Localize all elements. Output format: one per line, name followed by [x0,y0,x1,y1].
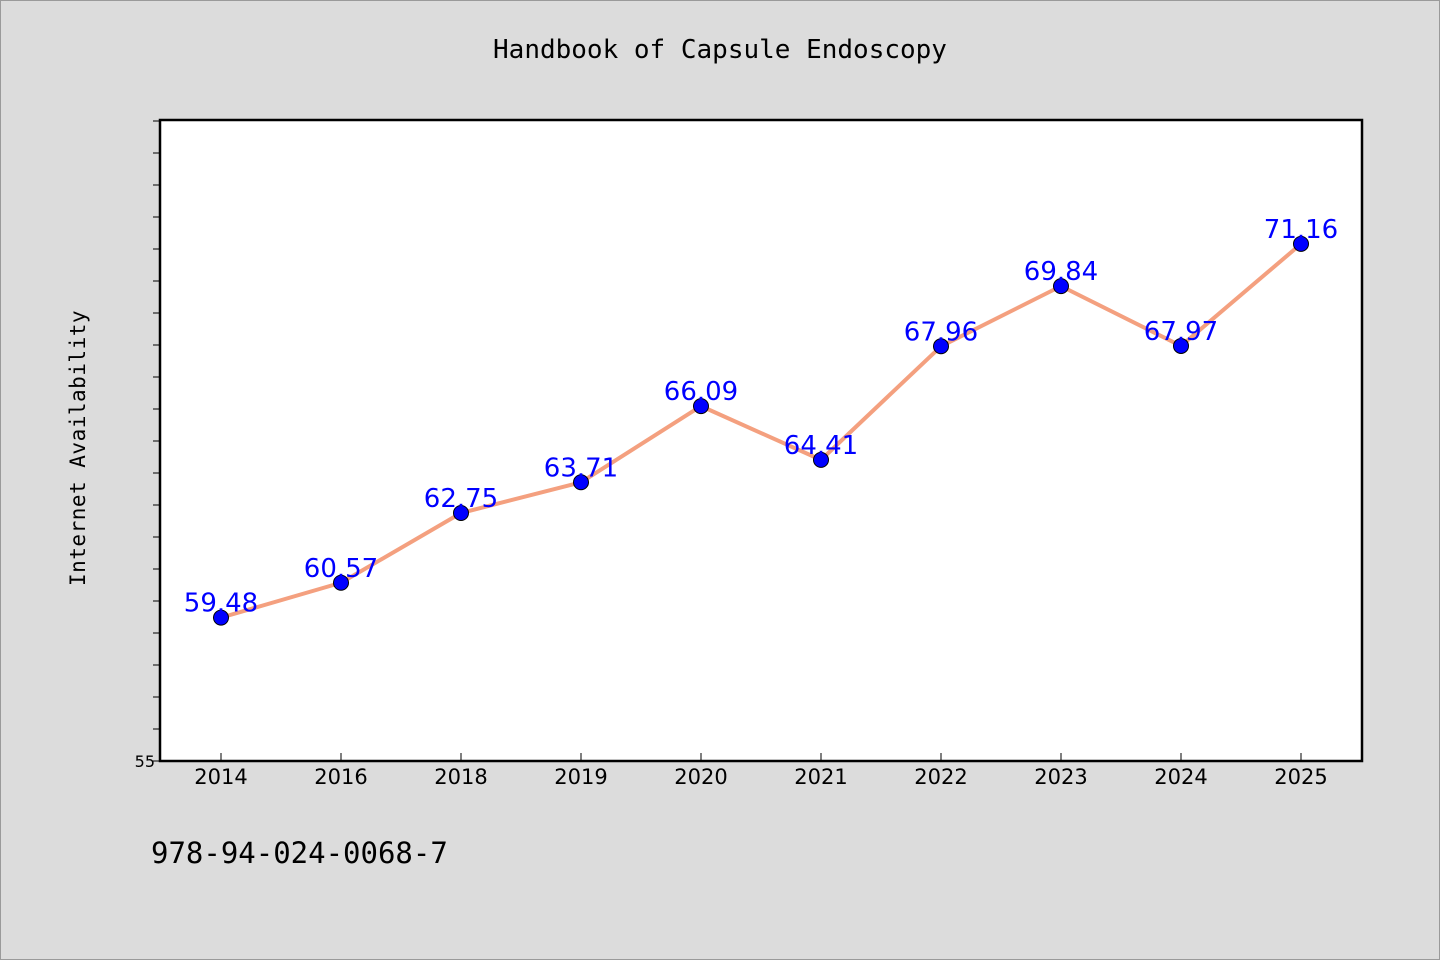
y-axis-ticks [153,120,161,762]
data-point [1173,337,1189,354]
x-tick-label: 2024 [1154,765,1207,789]
data-label: 64.41 [784,431,858,461]
data-point [573,474,589,491]
x-tick-label: 2025 [1274,765,1327,789]
data-label: 66.09 [664,377,738,407]
chart-title: Handbook of Capsule Endoscopy [493,35,947,65]
x-tick-label: 2022 [914,765,967,789]
x-tick-label: 2016 [314,765,367,789]
x-tick-label: 2014 [194,765,247,789]
x-tick-label: 2021 [794,765,847,789]
data-label: 69.84 [1024,257,1098,287]
data-label: 62.75 [424,484,498,514]
x-tick-label: 2019 [554,765,607,789]
y-tick-label-min: 55 [135,752,155,771]
data-label: 71.16 [1264,215,1338,245]
x-tick-label: 2023 [1034,765,1087,789]
data-point [693,398,709,415]
data-label: 63.71 [544,453,618,483]
data-point [333,574,349,591]
x-tick-label: 2020 [674,765,727,789]
data-point [1053,278,1069,295]
isbn-text: 978-94-024-0068-7 [151,836,448,870]
series-line [219,241,1303,620]
data-point [213,609,229,626]
plot-area [158,118,1364,763]
data-point [933,338,949,355]
data-point [813,451,829,468]
data-label: 67.96 [904,317,978,347]
x-tick-label: 2018 [434,765,487,789]
data-label: 59.48 [184,589,258,619]
data-point [1293,235,1309,252]
data-point [453,505,469,521]
data-label: 60.57 [304,554,378,584]
x-axis-ticks [220,753,1302,761]
series-markers [213,235,1309,626]
data-labels: 59.48 60.57 62.75 63.71 66.09 64.41 67.96 69.84… [184,215,1338,619]
x-axis-tick-labels: 2014 2016 2018 2019 2020 2021 2022 2023 2024 2025 [194,765,1327,789]
data-label: 67.97 [1144,317,1218,347]
